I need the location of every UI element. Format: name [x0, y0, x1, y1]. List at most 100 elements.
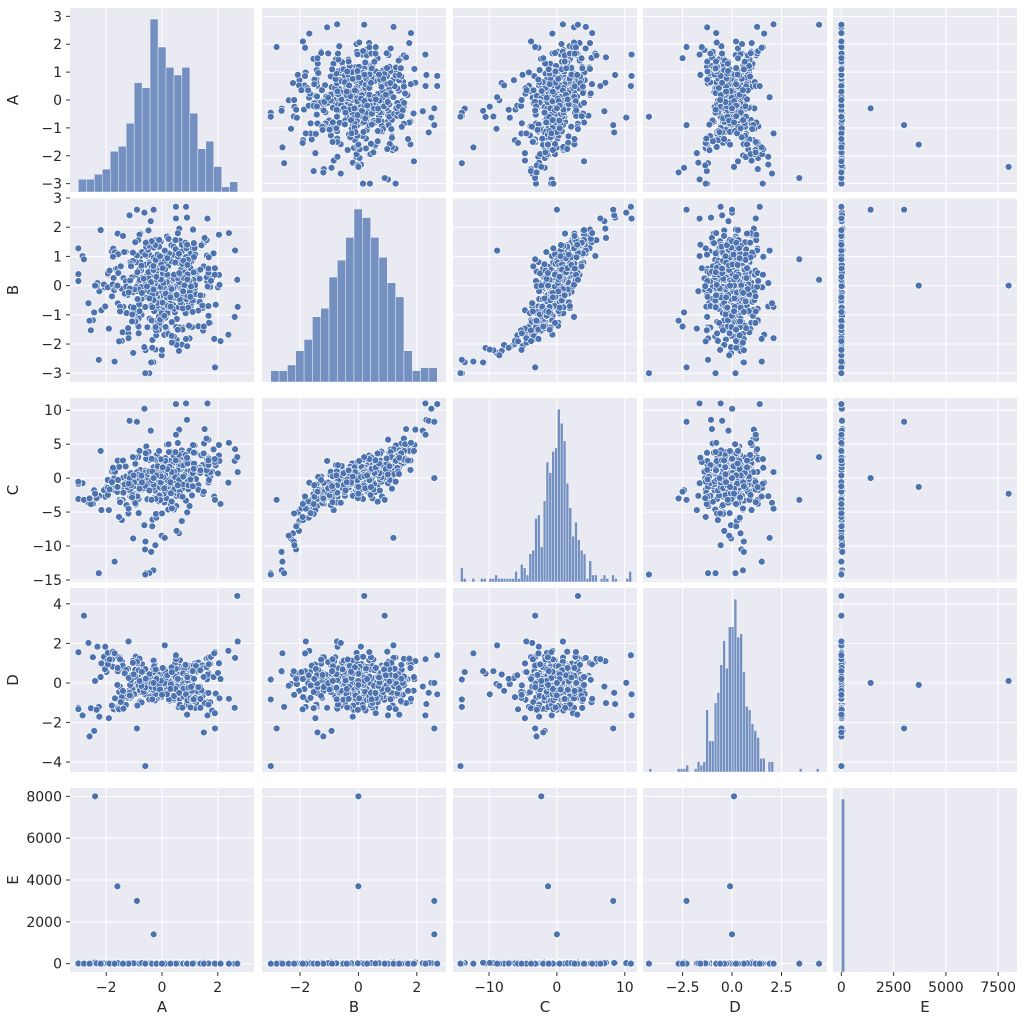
data-point [397, 112, 405, 120]
data-point [147, 358, 155, 367]
data-point [395, 71, 403, 79]
data-point [163, 254, 172, 262]
data-point [161, 534, 169, 542]
hist-bar [412, 370, 421, 383]
data-point [172, 214, 180, 223]
data-point [211, 455, 219, 463]
data-point [294, 71, 302, 79]
data-point [347, 116, 355, 124]
data-point [389, 93, 398, 101]
data-point [732, 64, 740, 72]
data-point [318, 86, 326, 94]
data-point [715, 319, 723, 327]
data-point [287, 125, 295, 133]
data-point [734, 54, 742, 63]
data-point [183, 261, 192, 269]
data-point [180, 281, 189, 290]
data-point [148, 522, 156, 531]
data-point [160, 484, 169, 492]
data-point [149, 285, 158, 294]
data-point [404, 135, 412, 143]
data-point [579, 82, 587, 91]
data-point [768, 169, 776, 178]
data-point [155, 447, 163, 455]
data-point [570, 232, 579, 240]
data-point [348, 75, 357, 83]
data-point [456, 113, 465, 121]
data-point [225, 439, 233, 447]
data-point [837, 96, 846, 104]
panel-B-vs-E [833, 197, 1017, 382]
data-point [740, 308, 748, 316]
data-point [185, 322, 193, 330]
data-point [300, 105, 308, 114]
panel-background [833, 198, 1017, 382]
data-point [627, 203, 635, 211]
data-point [711, 303, 720, 311]
data-point [355, 38, 363, 47]
data-point [147, 316, 156, 324]
data-point [1004, 281, 1013, 290]
data-point [721, 252, 730, 260]
data-point [716, 346, 724, 354]
data-point [733, 70, 742, 79]
data-point [837, 337, 846, 345]
data-point [172, 400, 180, 408]
data-point [765, 246, 774, 255]
data-point [196, 291, 205, 300]
data-point [601, 224, 610, 233]
data-point [900, 121, 908, 129]
data-point [96, 226, 105, 234]
data-point [544, 140, 552, 149]
hist-bar [320, 308, 330, 383]
data-point [1004, 163, 1013, 171]
data-point [740, 65, 748, 74]
data-point [712, 229, 720, 237]
data-point [105, 324, 113, 333]
data-point [372, 43, 380, 51]
data-point [705, 146, 714, 154]
data-point [109, 253, 117, 261]
data-point [134, 509, 143, 517]
data-point [553, 205, 561, 214]
data-point [175, 250, 183, 258]
data-point [746, 238, 754, 247]
hist-bar [428, 367, 438, 383]
panel-C-vs-A [70, 398, 254, 582]
data-point [735, 244, 743, 253]
data-point [131, 238, 139, 246]
panel-B-vs-A [70, 197, 254, 382]
data-point [549, 244, 558, 253]
data-point [734, 226, 742, 234]
data-point [711, 105, 720, 114]
hist-bar [270, 370, 280, 383]
hist-bar [378, 257, 388, 383]
data-point [698, 264, 706, 272]
data-point [754, 277, 762, 285]
data-point [382, 90, 390, 99]
data-point [382, 49, 391, 57]
data-point [682, 363, 691, 372]
data-point [541, 148, 550, 157]
data-point [718, 264, 726, 273]
data-point [563, 95, 572, 103]
data-point [313, 92, 321, 101]
hist-bar [312, 316, 321, 383]
data-point [611, 71, 619, 79]
data-point [129, 453, 137, 461]
data-point [572, 106, 580, 114]
data-point [361, 58, 369, 67]
data-point [588, 29, 596, 37]
data-point [167, 489, 175, 497]
data-point [183, 342, 191, 350]
data-point [764, 160, 773, 169]
data-point [359, 179, 367, 188]
data-point [900, 205, 908, 214]
data-point [105, 266, 114, 275]
data-point [142, 449, 150, 457]
data-point [479, 107, 487, 115]
data-point [549, 146, 557, 154]
data-point [517, 96, 526, 104]
data-point [538, 87, 546, 95]
data-point [124, 324, 132, 332]
